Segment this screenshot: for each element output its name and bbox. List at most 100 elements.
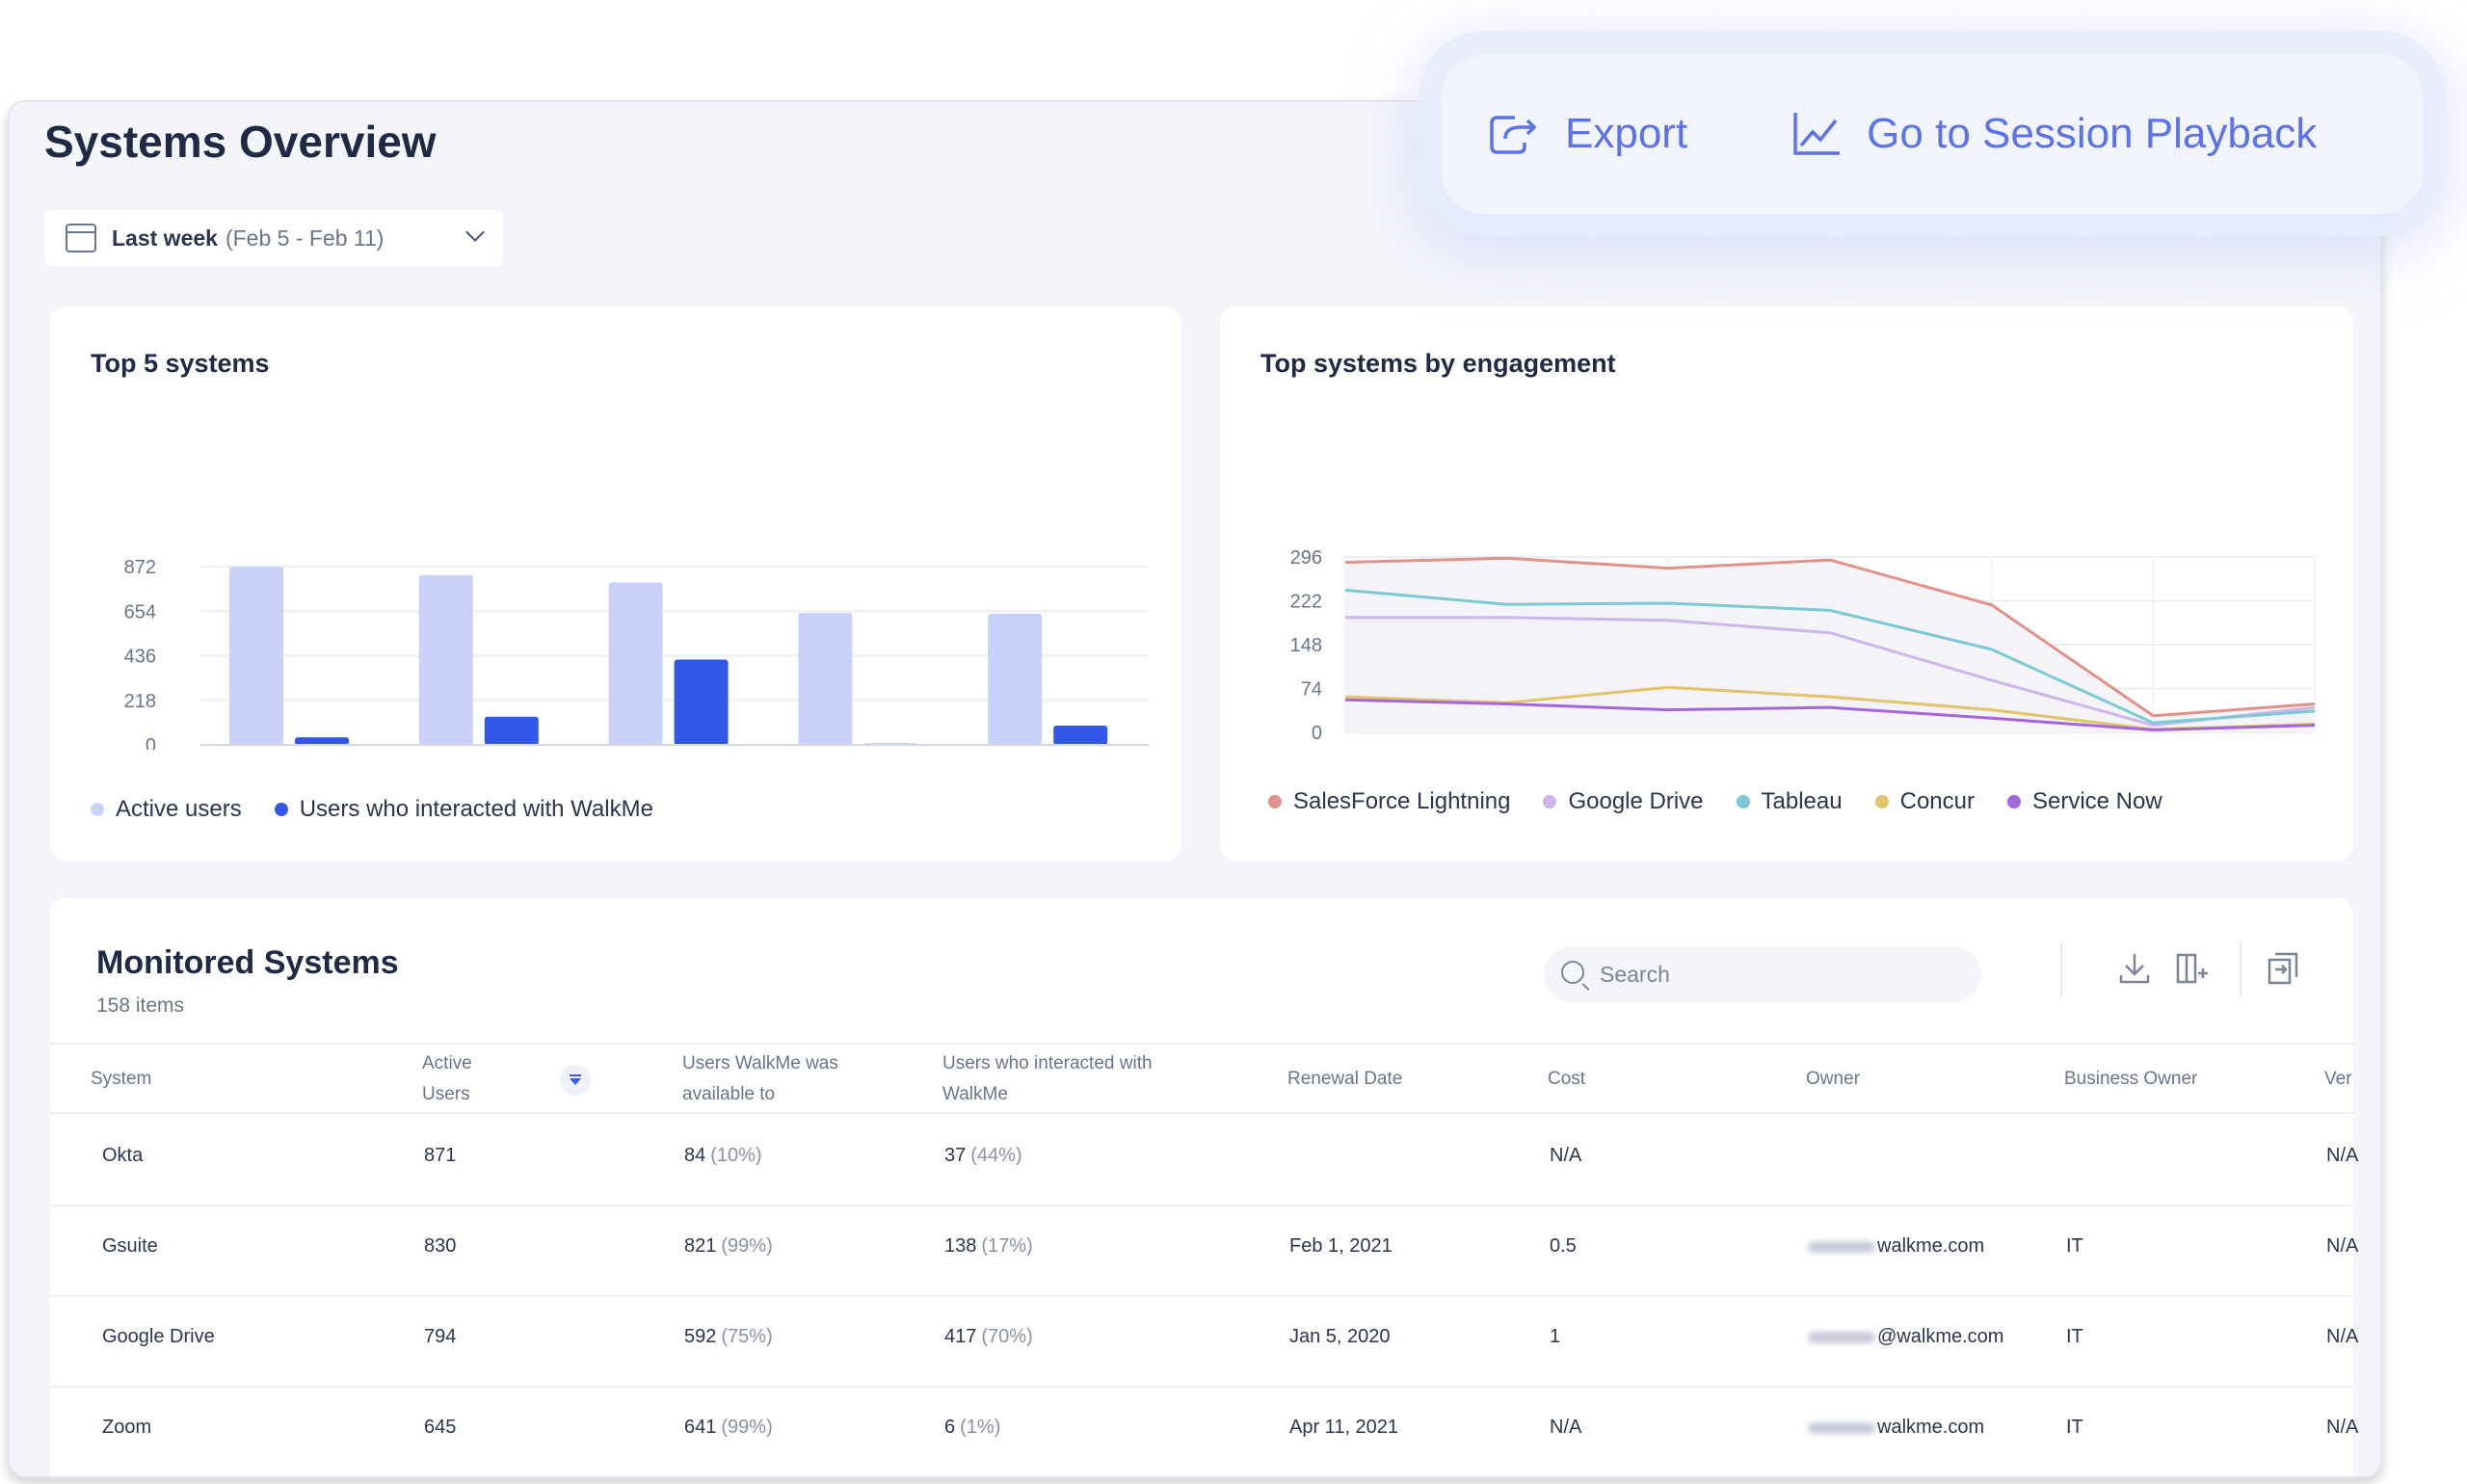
series-line[interactable]	[1344, 556, 2316, 718]
cell-ver: N/A	[2326, 1235, 2358, 1258]
legend-item[interactable]: Concur	[1874, 788, 1975, 815]
date-range-label: Last week	[112, 225, 218, 251]
cell-value: 417	[944, 1326, 977, 1347]
legend-dot	[1543, 795, 1557, 808]
column-header-renewal-date[interactable]: Renewal Date	[1287, 1069, 1403, 1089]
bar-active-users[interactable]	[418, 574, 473, 745]
bar-walkme-users[interactable]	[1053, 726, 1108, 745]
legend-item-walkme-users[interactable]: Users who interacted with WalkMe	[274, 796, 653, 823]
y-tick-label: 296	[1290, 547, 1322, 569]
bar-walkme-users[interactable]	[484, 716, 539, 745]
legend-item[interactable]: SalesForce Lightning	[1268, 788, 1510, 815]
cell-inter: 417 (70%)	[944, 1326, 1033, 1348]
cell-value: 37	[944, 1145, 967, 1166]
bar-active-users[interactable]	[229, 567, 283, 745]
legend-label: Users who interacted with WalkMe	[299, 796, 653, 822]
cell-percent: (1%)	[960, 1417, 1001, 1438]
legend-item[interactable]: Tableau	[1736, 788, 1843, 815]
cell-percent: (70%)	[981, 1326, 1033, 1347]
search-icon	[1561, 961, 1584, 984]
cell-business: IT	[2066, 1417, 2083, 1439]
session-playback-button[interactable]: Go to Session Playback	[1790, 109, 2317, 159]
column-header-active-users[interactable]: Active Users	[422, 1053, 472, 1104]
column-header-system[interactable]: System	[91, 1069, 152, 1089]
table-row[interactable]: Gsuite 830 821 (99%) 138 (17%) Feb 1, 2021 0.5 w…	[50, 1206, 2358, 1297]
bar-walkme-users[interactable]	[674, 659, 729, 745]
cell-cost: N/A	[1550, 1417, 1581, 1439]
series-line[interactable]	[1344, 588, 2316, 725]
legend-item[interactable]: Service Now	[2006, 788, 2162, 815]
column-header-business-owner[interactable]: Business Owner	[2064, 1069, 2198, 1089]
top-5-systems-title: Top 5 systems	[91, 349, 270, 378]
cell-avail: 641 (99%)	[684, 1417, 773, 1439]
cell-value: N/A	[1550, 1145, 1582, 1166]
top-5-legend: Active users Users who interacted with W…	[91, 796, 686, 823]
cell-value: N/A	[2326, 1417, 2359, 1438]
cell-ver: N/A	[2326, 1326, 2358, 1348]
table-title: Monitored Systems	[96, 944, 399, 981]
cell-ver: N/A	[2326, 1417, 2358, 1439]
cell-owner: @walkme.com	[1808, 1326, 2003, 1348]
cell-value: N/A	[1550, 1417, 1582, 1438]
export-button[interactable]: Export	[1486, 110, 1687, 158]
cell-owner: walkme.com	[1808, 1417, 1984, 1439]
calendar-icon	[66, 224, 96, 252]
date-range-value: (Feb 5 - Feb 11)	[225, 225, 385, 251]
export-icon	[1490, 116, 1537, 154]
y-tick-label: 0	[1312, 723, 1322, 744]
cell-value: 6	[944, 1417, 956, 1438]
cell-value: N/A	[2326, 1326, 2359, 1347]
area-fill	[1345, 558, 2315, 732]
engagement-line-chart: 074148222296Feb 5Feb 6Feb 7Feb 8Feb 9Feb…	[1290, 547, 2316, 744]
bar-active-users[interactable]	[608, 582, 663, 745]
date-range-dropdown[interactable]: Last week (Feb 5 - Feb 11)	[44, 210, 503, 266]
engagement-legend: SalesForce Lightning Google Drive Tableau C…	[1268, 788, 2195, 815]
cell-inter: 6 (1%)	[944, 1417, 1000, 1439]
cell-owner: walkme.com	[1808, 1235, 1984, 1258]
table-row[interactable]: Zoom 645 641 (99%) 6 (1%) Apr 11, 2021 N/A walkm…	[50, 1388, 2358, 1476]
cell-active: 794	[424, 1326, 456, 1348]
table-row[interactable]: Google Drive 794 592 (75%) 417 (70%) Jan 5, 20…	[50, 1297, 2358, 1388]
item-count: 158 items	[96, 994, 185, 1017]
table-header: System Active Users Users WalkMe was ava…	[50, 1043, 2353, 1114]
legend-item[interactable]: Google Drive	[1543, 788, 1704, 815]
download-icon[interactable]	[2112, 946, 2157, 991]
export-table-icon[interactable]	[2261, 946, 2305, 991]
series-line[interactable]	[1345, 616, 2316, 728]
column-header-owner[interactable]: Owner	[1806, 1069, 1860, 1089]
sort-icon[interactable]	[559, 1064, 592, 1097]
redacted-text	[1808, 1240, 1875, 1253]
bar-active-users[interactable]	[988, 613, 1043, 745]
cell-system: Okta	[102, 1145, 143, 1167]
bar-walkme-users[interactable]	[295, 737, 349, 745]
column-header-interacted[interactable]: Users who interacted with WalkMe	[942, 1053, 1153, 1104]
cell-inter: 138 (17%)	[944, 1235, 1033, 1258]
cell-avail: 84 (10%)	[684, 1145, 762, 1167]
search-input[interactable]: Search	[1544, 946, 1981, 1002]
table-row[interactable]: Okta 871 84 (10%) 37 (44%) N/A N/A	[50, 1116, 2358, 1206]
cell-avail: 592 (75%)	[684, 1326, 773, 1348]
add-column-icon[interactable]	[2168, 946, 2213, 991]
column-header-cost[interactable]: Cost	[1548, 1069, 1586, 1089]
redacted-text	[1808, 1421, 1875, 1434]
cell-value: IT	[2066, 1417, 2083, 1438]
y-tick-label: 218	[124, 691, 156, 712]
cell-business: IT	[2066, 1235, 2083, 1258]
series-line[interactable]	[1344, 698, 2316, 732]
legend-item-active-users[interactable]: Active users	[91, 796, 242, 823]
legend-dot	[91, 803, 104, 816]
page-title: Systems Overview	[44, 117, 437, 167]
cell-system: Gsuite	[102, 1235, 158, 1258]
cell-percent: (10%)	[710, 1145, 762, 1166]
bar-active-users[interactable]	[798, 613, 853, 745]
cell-value: IT	[2066, 1235, 2083, 1257]
column-header-available[interactable]: Users WalkMe was available to	[682, 1053, 838, 1104]
cell-percent: (75%)	[721, 1326, 773, 1347]
export-label: Export	[1565, 110, 1688, 157]
cell-cost: 1	[1550, 1326, 1560, 1348]
cell-value: 830	[424, 1235, 457, 1257]
cell-value: N/A	[2326, 1145, 2359, 1166]
redacted-text	[1808, 1331, 1875, 1343]
cell-avail: 821 (99%)	[684, 1235, 773, 1258]
column-header-version[interactable]: Ver	[2324, 1069, 2352, 1089]
